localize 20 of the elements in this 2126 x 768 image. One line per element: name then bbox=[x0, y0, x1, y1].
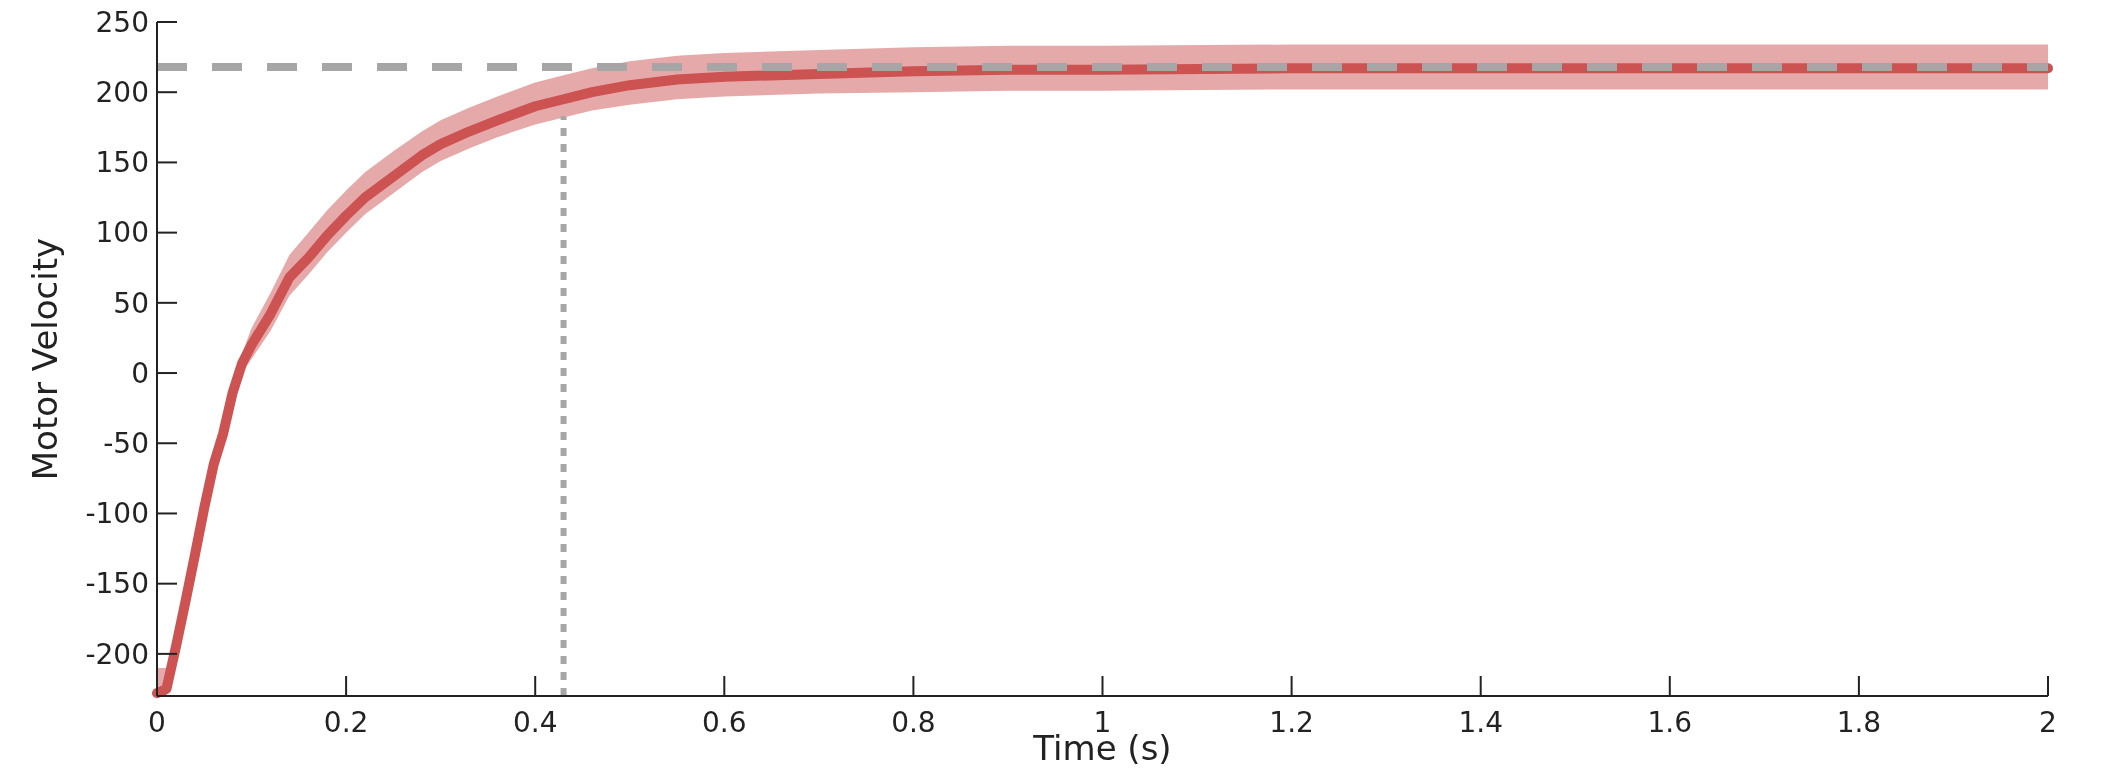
y-tick-label: 250 bbox=[95, 5, 149, 39]
x-tick-label: 1.2 bbox=[1269, 706, 1314, 739]
y-tick-label: 0 bbox=[131, 356, 149, 390]
x-tick-label: 0.8 bbox=[891, 706, 936, 739]
x-tick-label: 1.8 bbox=[1836, 706, 1882, 739]
y-tick-label: -150 bbox=[85, 567, 149, 601]
x-tick-label: 2 bbox=[2039, 706, 2057, 739]
y-tick-label: -50 bbox=[103, 427, 149, 461]
y-tick-label: -100 bbox=[85, 497, 149, 531]
x-tick-label: 0.6 bbox=[702, 706, 747, 739]
y-tick-label: -200 bbox=[85, 637, 149, 671]
y-tick-label: 150 bbox=[95, 146, 149, 180]
y-axis-title: Motor Velocity bbox=[25, 237, 65, 481]
y-tick-label: 50 bbox=[113, 286, 149, 320]
x-tick-label: 1.6 bbox=[1647, 706, 1693, 739]
x-tick-label: 1.4 bbox=[1458, 706, 1503, 739]
y-tick-label: 100 bbox=[95, 216, 149, 250]
x-tick-label: 0.2 bbox=[323, 706, 369, 739]
y-tick-label: 200 bbox=[95, 76, 149, 110]
x-tick-label: 0.4 bbox=[512, 706, 558, 739]
